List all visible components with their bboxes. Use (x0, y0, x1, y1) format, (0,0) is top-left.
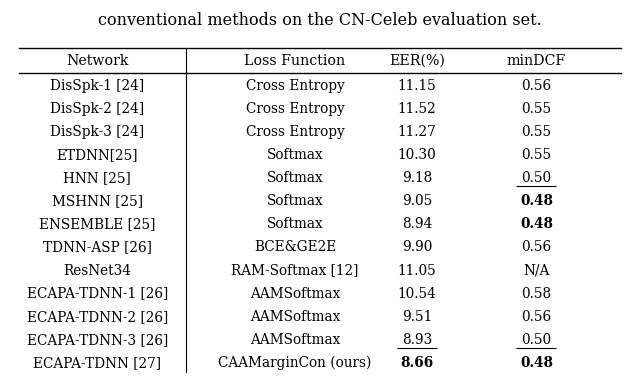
Text: Softmax: Softmax (267, 194, 323, 208)
Text: 0.56: 0.56 (522, 310, 552, 324)
Text: Cross Entropy: Cross Entropy (246, 102, 344, 116)
Text: 11.52: 11.52 (398, 102, 436, 116)
Text: 0.56: 0.56 (522, 79, 552, 93)
Text: ENSEMBLE [25]: ENSEMBLE [25] (39, 217, 156, 231)
Text: Softmax: Softmax (267, 217, 323, 231)
Text: AAMSoftmax: AAMSoftmax (250, 310, 340, 324)
Text: 0.48: 0.48 (520, 217, 553, 231)
Text: 0.58: 0.58 (522, 287, 552, 300)
Text: AAMSoftmax: AAMSoftmax (250, 287, 340, 300)
Text: 11.27: 11.27 (398, 125, 436, 139)
Text: ResNet34: ResNet34 (63, 264, 131, 277)
Text: MSHNN [25]: MSHNN [25] (52, 194, 143, 208)
Text: Softmax: Softmax (267, 148, 323, 162)
Text: conventional methods on the CN-Celeb evaluation set.: conventional methods on the CN-Celeb eva… (98, 12, 542, 29)
Text: 8.94: 8.94 (402, 217, 433, 231)
Text: 9.51: 9.51 (402, 310, 433, 324)
Text: RAM-Softmax [12]: RAM-Softmax [12] (231, 264, 358, 277)
Text: BCE&GE2E: BCE&GE2E (254, 241, 336, 254)
Text: Cross Entropy: Cross Entropy (246, 79, 344, 93)
Text: HNN [25]: HNN [25] (63, 171, 131, 185)
Text: 10.30: 10.30 (398, 148, 436, 162)
Text: ECAPA-TDNN-2 [26]: ECAPA-TDNN-2 [26] (27, 310, 168, 324)
Text: DisSpk-1 [24]: DisSpk-1 [24] (51, 79, 145, 93)
Text: 10.54: 10.54 (398, 287, 436, 300)
Text: Softmax: Softmax (267, 171, 323, 185)
Text: 0.56: 0.56 (522, 241, 552, 254)
Text: 0.50: 0.50 (522, 171, 552, 185)
Text: 9.90: 9.90 (402, 241, 433, 254)
Text: 0.55: 0.55 (522, 102, 552, 116)
Text: CAAMarginCon (ours): CAAMarginCon (ours) (218, 356, 372, 370)
Text: 0.50: 0.50 (522, 333, 552, 347)
Text: EER(%): EER(%) (389, 54, 445, 68)
Text: Network: Network (66, 54, 129, 68)
Text: ECAPA-TDNN-3 [26]: ECAPA-TDNN-3 [26] (27, 333, 168, 347)
Text: DisSpk-3 [24]: DisSpk-3 [24] (51, 125, 145, 139)
Text: TDNN-ASP [26]: TDNN-ASP [26] (43, 241, 152, 254)
Text: 0.55: 0.55 (522, 125, 552, 139)
Text: Cross Entropy: Cross Entropy (246, 125, 344, 139)
Text: ECAPA-TDNN-1 [26]: ECAPA-TDNN-1 [26] (27, 287, 168, 300)
Text: 0.48: 0.48 (520, 356, 553, 370)
Text: N/A: N/A (523, 264, 550, 277)
Text: DisSpk-2 [24]: DisSpk-2 [24] (51, 102, 145, 116)
Text: 11.15: 11.15 (398, 79, 436, 93)
Text: 9.18: 9.18 (402, 171, 433, 185)
Text: minDCF: minDCF (507, 54, 566, 68)
Text: AAMSoftmax: AAMSoftmax (250, 333, 340, 347)
Text: 8.93: 8.93 (402, 333, 433, 347)
Text: 9.05: 9.05 (402, 194, 433, 208)
Text: 0.48: 0.48 (520, 194, 553, 208)
Text: ECAPA-TDNN [27]: ECAPA-TDNN [27] (33, 356, 161, 370)
Text: 0.55: 0.55 (522, 148, 552, 162)
Text: 11.05: 11.05 (398, 264, 436, 277)
Text: 8.66: 8.66 (401, 356, 434, 370)
Text: Loss Function: Loss Function (244, 54, 346, 68)
Text: ETDNN[25]: ETDNN[25] (56, 148, 138, 162)
